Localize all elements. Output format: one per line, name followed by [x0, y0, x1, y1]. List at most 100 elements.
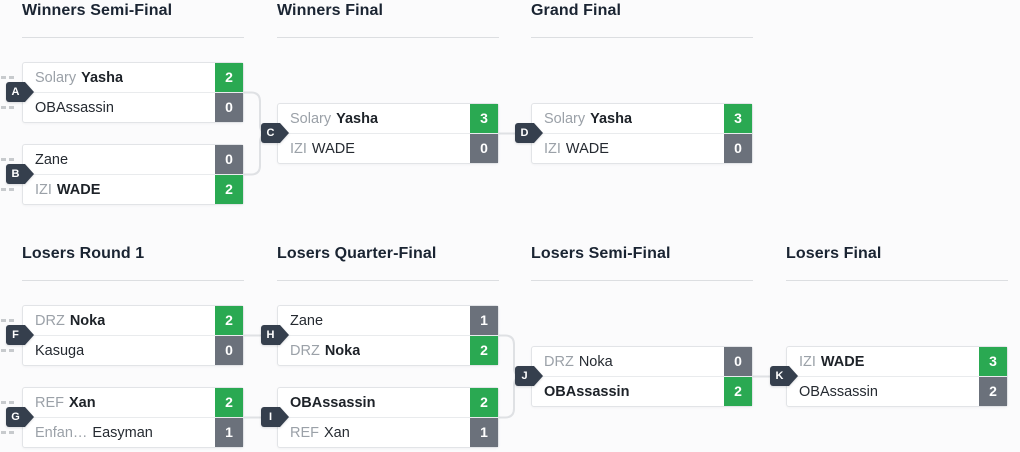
match-row[interactable]: IZI WADE 0 [532, 134, 752, 163]
match-label-arrow-icon [534, 123, 543, 143]
match-label-arrow-icon [534, 366, 543, 386]
row-divider [278, 417, 498, 418]
match-row[interactable]: IZI WADE 2 [23, 175, 243, 204]
player-name: Yasha [81, 69, 124, 86]
match-row[interactable]: OBAssassin 2 [278, 388, 498, 417]
player-name: Xan [69, 394, 96, 411]
match-label-text: J [515, 366, 534, 386]
score-badge: 2 [215, 175, 243, 204]
round-header-losers-final: Losers Final [786, 243, 1008, 281]
match-label-text: H [261, 325, 280, 345]
match-row[interactable]: Enfan… Easyman 1 [23, 418, 243, 447]
match-row[interactable]: Solary Yasha 3 [532, 104, 752, 133]
score-badge: 2 [470, 388, 498, 417]
match-row[interactable]: Solary Yasha 3 [278, 104, 498, 133]
row-divider [23, 92, 243, 93]
match-row[interactable]: OBAssassin 0 [23, 93, 243, 122]
player-name: Noka [578, 353, 613, 370]
match-row[interactable]: DRZ Noka 2 [23, 306, 243, 335]
round-rule [531, 37, 753, 38]
match-K[interactable]: IZI WADE 3 OBAssassin 2 [786, 346, 1008, 407]
match-row[interactable]: Kasuga 0 [23, 336, 243, 365]
seed-dash [1, 188, 14, 191]
match-C[interactable]: Solary Yasha 3 IZI WADE 0 [277, 103, 499, 164]
score-badge: 0 [215, 336, 243, 365]
match-row[interactable]: Zane 1 [278, 306, 498, 335]
row-divider [278, 133, 498, 134]
seed-dash [1, 106, 14, 109]
round-title: Winners Final [277, 2, 384, 19]
round-title: Grand Final [531, 2, 621, 19]
match-row[interactable]: DRZ Noka 0 [532, 347, 752, 376]
match-row[interactable]: IZI WADE 0 [278, 134, 498, 163]
match-row[interactable]: REF Xan 2 [23, 388, 243, 417]
match-row[interactable]: REF Xan 1 [278, 418, 498, 447]
match-H[interactable]: Zane 1 DRZ Noka 2 [277, 305, 499, 366]
match-label-text: K [770, 366, 789, 386]
team-tag: Enfan… [35, 424, 88, 441]
round-title: Winners Semi-Final [22, 2, 173, 19]
player-name: OBAssassin [799, 383, 878, 400]
team-tag: DRZ [35, 312, 65, 329]
team-tag: Solary [35, 69, 77, 86]
round-rule [22, 280, 244, 281]
score-badge: 3 [979, 347, 1007, 376]
player-name: Xan [324, 424, 350, 441]
match-row[interactable]: Zane 0 [23, 145, 243, 174]
player-name: Zane [290, 312, 324, 329]
match-G[interactable]: REF Xan 2 Enfan… Easyman 1 [22, 387, 244, 448]
match-row[interactable]: DRZ Noka 2 [278, 336, 498, 365]
score-badge: 2 [215, 306, 243, 335]
team-tag: IZI [35, 181, 52, 198]
match-D[interactable]: Solary Yasha 3 IZI WADE 0 [531, 103, 753, 164]
row-divider [278, 335, 498, 336]
round-title: Losers Final [786, 245, 882, 262]
score-badge: 1 [470, 418, 498, 447]
row-divider [23, 335, 243, 336]
match-A[interactable]: Solary Yasha 2 OBAssassin 0 [22, 62, 244, 123]
player-name: Easyman [92, 424, 153, 441]
player-name: WADE [311, 140, 355, 157]
match-label-arrow-icon [25, 325, 34, 345]
score-badge: 3 [724, 104, 752, 133]
round-header-winners-final: Winners Final [277, 0, 499, 38]
match-I[interactable]: OBAssassin 2 REF Xan 1 [277, 387, 499, 448]
score-badge: 0 [215, 145, 243, 174]
match-row[interactable]: OBAssassin 2 [787, 377, 1007, 406]
seed-dash [1, 401, 14, 404]
score-badge: 2 [724, 377, 752, 406]
row-divider [532, 376, 752, 377]
row-divider [532, 133, 752, 134]
row-divider [787, 376, 1007, 377]
match-B[interactable]: Zane 0 IZI WADE 2 [22, 144, 244, 205]
match-label-F: F [6, 325, 34, 345]
round-rule [277, 37, 499, 38]
team-tag: IZI [799, 353, 816, 370]
match-label-text: C [261, 123, 280, 143]
score-badge: 0 [470, 134, 498, 163]
match-label-arrow-icon [280, 325, 289, 345]
match-label-text: D [515, 123, 534, 143]
player-name: Noka [69, 312, 106, 329]
round-header-winners-semi-final: Winners Semi-Final [22, 0, 244, 38]
round-header-losers-quarter-final: Losers Quarter-Final [277, 243, 499, 281]
team-tag: IZI [544, 140, 561, 157]
player-name: Zane [35, 151, 69, 168]
match-label-text: I [261, 407, 280, 427]
round-rule [786, 280, 1008, 281]
match-F[interactable]: DRZ Noka 2 Kasuga 0 [22, 305, 244, 366]
round-rule [531, 280, 753, 281]
score-badge: 0 [215, 93, 243, 122]
team-tag: Solary [544, 110, 586, 127]
seed-dash [1, 158, 14, 161]
match-label-B: B [6, 164, 34, 184]
match-label-arrow-icon [280, 123, 289, 143]
match-row[interactable]: OBAssassin 2 [532, 377, 752, 406]
player-name: Noka [324, 342, 361, 359]
team-tag: REF [35, 394, 64, 411]
match-J[interactable]: DRZ Noka 0 OBAssassin 2 [531, 346, 753, 407]
match-row[interactable]: Solary Yasha 2 [23, 63, 243, 92]
score-badge: 2 [470, 336, 498, 365]
seed-dash [1, 349, 14, 352]
match-row[interactable]: IZI WADE 3 [787, 347, 1007, 376]
